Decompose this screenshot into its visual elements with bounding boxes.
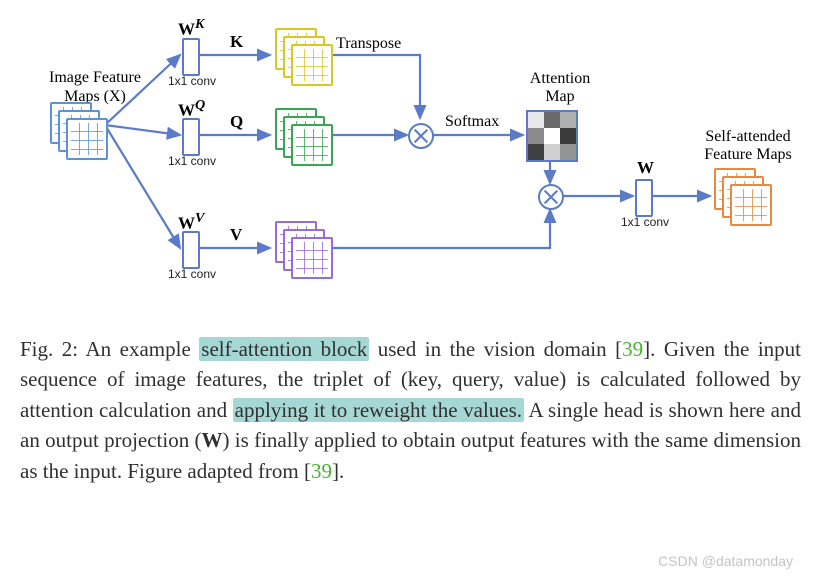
matmul-av [538,184,564,210]
bold-W: W [202,428,223,452]
watermark: CSDN @datamonday [658,553,793,569]
k-symbol: K [230,32,243,52]
q-symbol: Q [230,112,243,132]
wk-conv [182,38,200,76]
wq-conv [182,118,200,156]
attention-map-label: Attention Map [520,70,600,105]
wq-conv-label: 1x1 conv [168,154,216,168]
softmax-label: Softmax [445,113,499,131]
arrows [20,10,801,320]
cite-39a: 39 [622,337,643,361]
wv-conv-label: 1x1 conv [168,267,216,281]
wk-label: WK [178,16,204,40]
w-out-conv [635,179,653,217]
v-symbol: V [230,225,242,245]
cite-39b: 39 [311,459,332,483]
matmul-kq [408,123,434,149]
highlight-2: applying it to reweight the values. [233,398,524,422]
output-label: Self-attended Feature Maps [688,128,808,165]
input-label-text: Image Feature Maps (X) [49,69,141,105]
page: Image Feature Maps (X) WK 1x1 conv K WQ … [0,0,821,577]
w-out-label: W [637,158,654,178]
fig-number: Fig. 2: [20,337,78,361]
wv-conv [182,231,200,269]
diagram: Image Feature Maps (X) WK 1x1 conv K WQ … [20,10,801,320]
highlight-1: self-attention block [199,337,369,361]
caption: Fig. 2: An example self-attention block … [20,334,801,486]
w-out-conv-label: 1x1 conv [621,215,669,229]
attention-map [526,110,578,162]
input-label: Image Feature Maps (X) [30,68,160,106]
transpose-label: Transpose [336,35,401,53]
wk-conv-label: 1x1 conv [168,74,216,88]
